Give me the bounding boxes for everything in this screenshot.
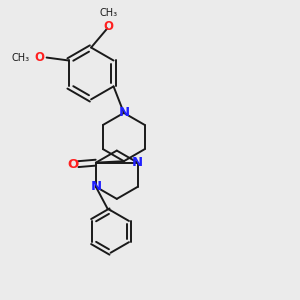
Text: N: N bbox=[132, 156, 143, 169]
Text: O: O bbox=[67, 158, 79, 171]
Text: O: O bbox=[34, 51, 44, 64]
Text: CH₃: CH₃ bbox=[100, 8, 118, 18]
Text: N: N bbox=[90, 180, 101, 193]
Text: N: N bbox=[118, 106, 129, 119]
Text: CH₃: CH₃ bbox=[11, 52, 29, 62]
Text: O: O bbox=[104, 20, 114, 33]
